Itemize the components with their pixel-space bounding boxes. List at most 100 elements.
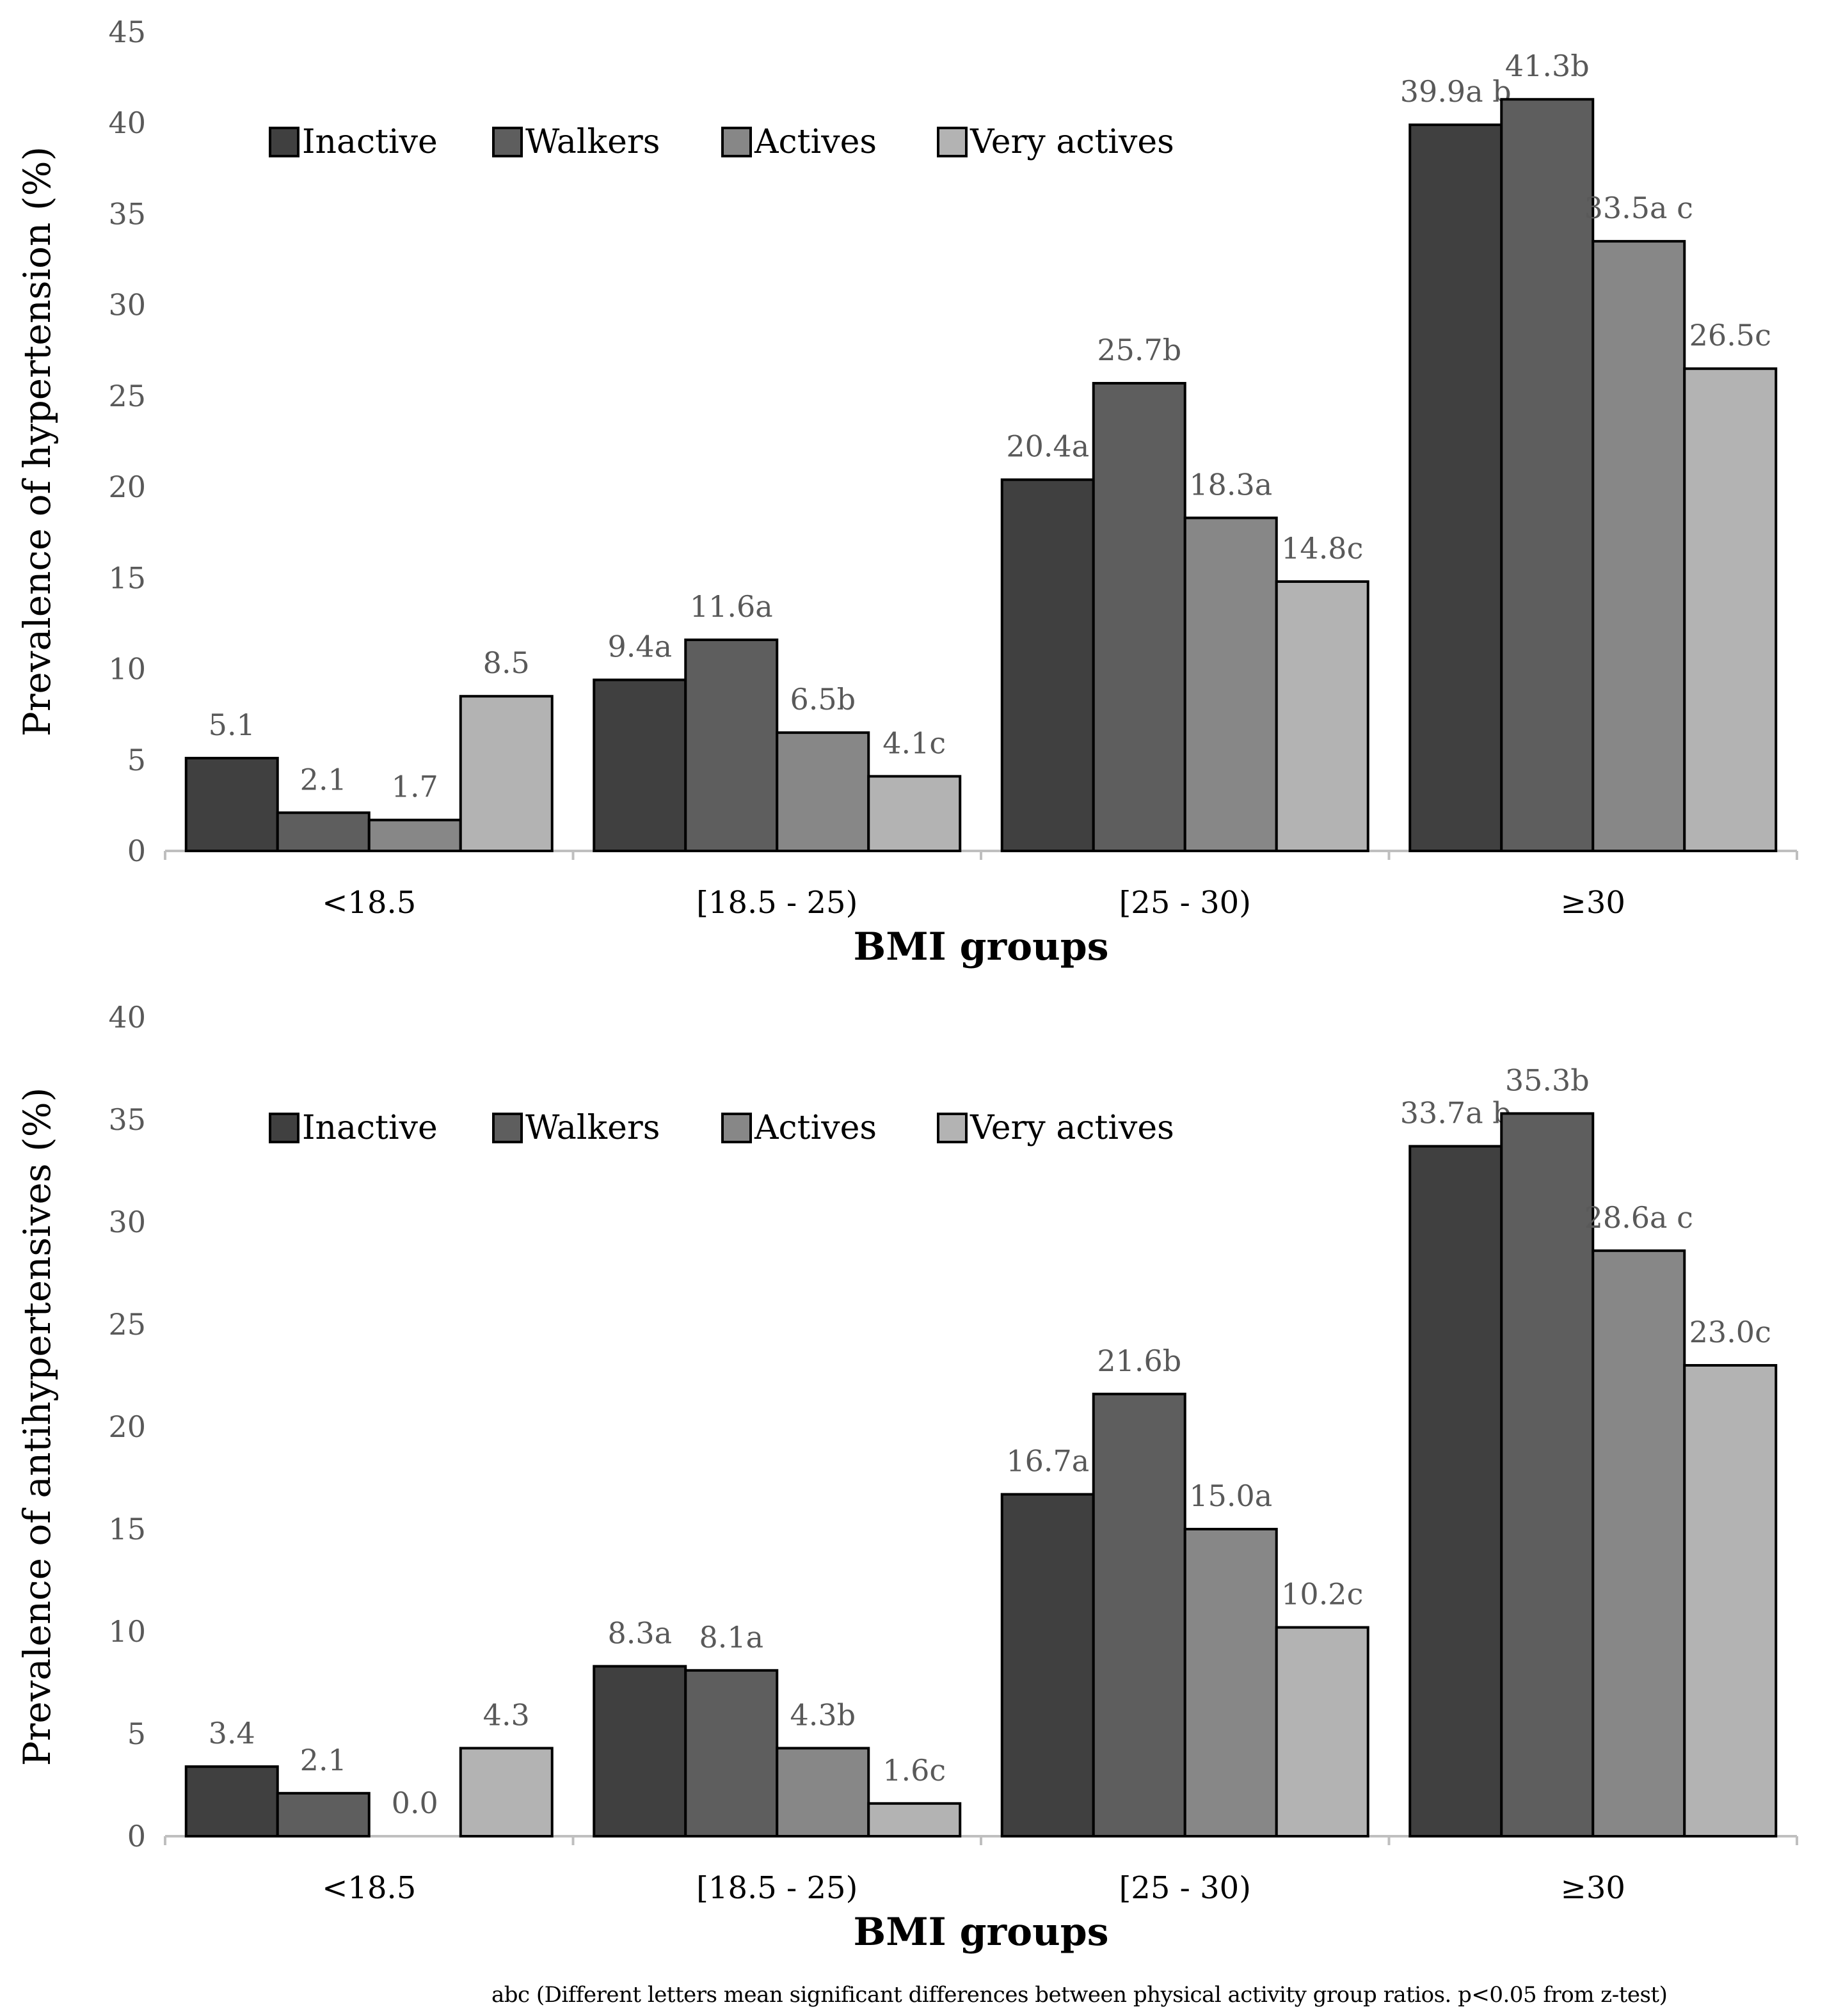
anti-ytick-label: 25 — [108, 1307, 146, 1342]
anti-ytick-label: 10 — [108, 1614, 146, 1649]
anti-bar-inactive-4 — [1408, 1145, 1503, 1838]
hyp-bar-very-actives-3 — [1275, 580, 1369, 852]
anti-ytick-label: 40 — [108, 1000, 146, 1035]
anti-data-label: 28.6a c — [1584, 1200, 1693, 1235]
hyp-data-label: 39.9a b — [1400, 74, 1512, 109]
hyp-y-axis-title: Prevalence of hypertension (%) — [15, 147, 59, 736]
hyp-bar-inactive-2 — [593, 678, 687, 852]
hyp-bar-walkers-4 — [1500, 98, 1595, 853]
hyp-legend-swatch-actives — [721, 127, 752, 157]
hyp-data-label: 1.7 — [392, 770, 438, 804]
anti-data-label: 16.7a — [1006, 1444, 1089, 1479]
anti-bar-very-actives-4 — [1683, 1364, 1778, 1837]
hyp-data-label: 25.7b — [1097, 333, 1181, 367]
anti-bar-inactive-2 — [593, 1665, 687, 1838]
anti-bar-very-actives-1 — [459, 1747, 554, 1838]
hyp-ytick-label: 35 — [108, 196, 146, 231]
anti-data-label: 4.3 — [483, 1697, 530, 1732]
hyp-x-axis-title: BMI groups — [853, 925, 1108, 969]
hyp-bar-actives-4 — [1592, 240, 1686, 853]
anti-ytick-label: 30 — [108, 1205, 146, 1239]
anti-y-axis-title: Prevalence of antihypertensives (%) — [15, 1088, 59, 1766]
hyp-ytick-label: 20 — [108, 470, 146, 504]
hyp-legend-swatch-walkers — [492, 127, 523, 157]
anti-ytick-label: 20 — [108, 1409, 146, 1444]
anti-bar-very-actives-3 — [1275, 1626, 1369, 1837]
anti-xtick-label: <18.5 — [322, 1870, 416, 1906]
hyp-ytick-label: 30 — [108, 288, 146, 322]
hyp-data-label: 5.1 — [209, 708, 255, 742]
hyp-legend-label-actives: Actives — [754, 123, 877, 161]
anti-legend-label-very-actives: Very actives — [969, 1109, 1174, 1147]
hyp-ytick-label: 10 — [108, 652, 146, 687]
hyp-legend: Inactive Walkers Actives Very actives — [269, 123, 1174, 161]
hyp-ytick-label: 15 — [108, 560, 146, 595]
hyp-ytick-label: 45 — [108, 15, 146, 49]
hyp-bar-inactive-1 — [184, 756, 279, 853]
hyp-ytick-label: 40 — [108, 106, 146, 140]
hyp-data-label: 41.3b — [1505, 49, 1590, 83]
anti-bar-walkers-2 — [684, 1669, 779, 1838]
anti-data-label: 1.6c — [882, 1753, 946, 1788]
hyp-bar-very-actives-2 — [867, 775, 962, 853]
anti-data-label: 0.0 — [392, 1786, 438, 1820]
hyp-ytick-label: 5 — [127, 743, 146, 777]
hyp-legend-label-inactive: Inactive — [302, 123, 438, 161]
anti-legend-swatch-walkers — [492, 1113, 523, 1143]
hyp-legend-label-very-actives: Very actives — [969, 123, 1174, 161]
hyp-data-label: 33.5a c — [1584, 191, 1693, 225]
anti-ytick-label: 0 — [127, 1819, 146, 1853]
hyp-ytick-label: 25 — [108, 379, 146, 413]
anti-bar-actives-2 — [776, 1747, 870, 1838]
hyp-bar-actives-2 — [776, 731, 870, 852]
anti-ytick-label: 15 — [108, 1512, 146, 1546]
hyp-xtick-label: [25 - 30) — [1119, 885, 1251, 921]
anti-data-label: 2.1 — [300, 1743, 347, 1777]
anti-bar-walkers-4 — [1500, 1112, 1595, 1837]
anti-bar-inactive-1 — [184, 1765, 279, 1837]
hyp-data-label: 4.1c — [882, 726, 946, 760]
hyp-data-label: 14.8c — [1281, 531, 1363, 566]
hyp-xtick-label: [18.5 - 25) — [696, 885, 858, 921]
anti-bar-very-actives-2 — [867, 1802, 962, 1838]
anti-xtick-label: ≥30 — [1561, 1870, 1625, 1906]
anti-legend-label-inactive: Inactive — [302, 1109, 438, 1147]
hyp-data-label: 20.4a — [1006, 429, 1089, 464]
hyp-bar-walkers-3 — [1092, 381, 1186, 852]
chart-hypertension: 0 5 10 15 20 25 30 35 40 45 <18.5 5.1 2.1 1.7 8.5 [18.5… — [0, 0, 1827, 972]
hyp-xtick-label: <18.5 — [322, 885, 416, 921]
hyp-data-label: 8.5 — [483, 646, 530, 680]
anti-legend-swatch-very-actives — [937, 1113, 968, 1143]
hyp-xtick-label: ≥30 — [1561, 885, 1625, 921]
hyp-bar-actives-1 — [367, 818, 462, 852]
anti-data-label: 3.4 — [209, 1716, 255, 1750]
footnote: abc (Different letters mean significant … — [491, 1982, 1668, 2008]
chart-antihypertensives: 0 5 10 15 20 25 30 35 40 <18.5 3.4 2.1 0.0 4.3 [18.5 -… — [0, 982, 1827, 1955]
hyp-data-label: 6.5b — [790, 682, 856, 717]
anti-data-label: 8.1a — [699, 1620, 763, 1655]
anti-data-label: 15.0a — [1189, 1479, 1272, 1513]
anti-data-label: 21.6b — [1097, 1344, 1181, 1378]
anti-data-label: 35.3b — [1505, 1063, 1590, 1097]
anti-bar-walkers-3 — [1092, 1392, 1186, 1837]
anti-legend-swatch-actives — [721, 1113, 752, 1143]
hyp-data-label: 11.6a — [690, 589, 773, 624]
anti-xtick-label: [25 - 30) — [1119, 1870, 1251, 1906]
anti-bar-walkers-1 — [276, 1791, 371, 1838]
anti-bar-actives-3 — [1183, 1528, 1278, 1837]
anti-data-label: 4.3b — [790, 1697, 856, 1732]
anti-legend: Inactive Walkers Actives Very actives — [269, 1109, 1174, 1147]
hyp-bar-walkers-2 — [684, 639, 779, 852]
chart-hypertension-svg: 0 5 10 15 20 25 30 35 40 45 <18.5 5.1 2.1 1.7 8.5 [18.5… — [15, 15, 1798, 969]
hyp-bar-very-actives-4 — [1683, 367, 1778, 852]
anti-x-axis-title: BMI groups — [853, 1910, 1108, 1955]
hyp-data-label: 9.4a — [607, 630, 672, 664]
anti-xtick-label: [18.5 - 25) — [696, 1870, 858, 1906]
anti-legend-swatch-inactive — [269, 1113, 299, 1143]
anti-data-label: 8.3a — [607, 1615, 672, 1650]
anti-data-label: 10.2c — [1281, 1577, 1363, 1612]
anti-legend-label-actives: Actives — [754, 1109, 877, 1147]
hyp-data-label: 2.1 — [300, 762, 347, 797]
hyp-legend-swatch-inactive — [269, 127, 299, 157]
anti-bar-actives-4 — [1592, 1249, 1686, 1837]
